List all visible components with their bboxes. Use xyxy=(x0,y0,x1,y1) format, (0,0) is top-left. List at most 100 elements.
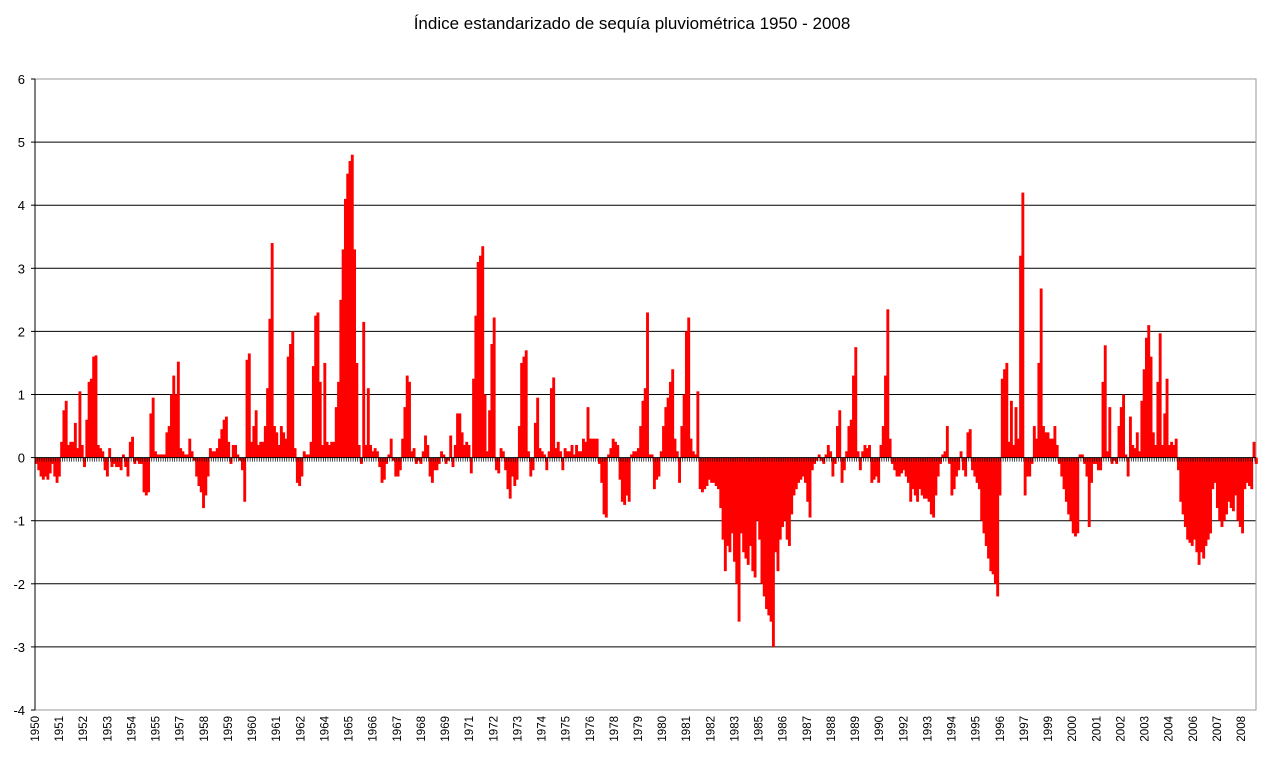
bar xyxy=(220,429,224,458)
bar xyxy=(490,344,494,458)
bar xyxy=(224,416,228,458)
bar xyxy=(691,451,695,458)
bar xyxy=(890,457,894,464)
bar xyxy=(479,255,482,458)
x-tick-label: 1967 xyxy=(392,716,404,742)
bar xyxy=(1163,413,1167,458)
bar xyxy=(1101,381,1105,458)
bar xyxy=(678,457,681,483)
bar xyxy=(1007,441,1011,458)
bar xyxy=(906,457,910,483)
bar xyxy=(170,394,173,458)
bar xyxy=(1035,438,1039,458)
bar xyxy=(419,457,423,464)
bar xyxy=(96,444,100,458)
bar xyxy=(382,457,386,480)
x-tick-label: 1992 xyxy=(898,716,910,742)
bar xyxy=(1188,457,1192,543)
bar xyxy=(1234,457,1238,496)
bar xyxy=(435,457,439,471)
x-tick-label: 2008 xyxy=(1236,716,1248,742)
bar xyxy=(302,451,306,458)
bar xyxy=(181,451,185,458)
bar xyxy=(497,457,501,474)
bar xyxy=(206,457,210,477)
bar xyxy=(689,438,693,458)
bar xyxy=(87,381,91,458)
bar xyxy=(64,400,68,458)
bar xyxy=(414,457,418,464)
bar xyxy=(85,419,89,458)
bar xyxy=(417,457,421,461)
bar xyxy=(888,438,892,458)
bar xyxy=(682,394,686,458)
bar xyxy=(282,432,286,458)
bar xyxy=(362,321,366,458)
bar xyxy=(213,451,217,458)
bar xyxy=(279,426,283,458)
bar xyxy=(698,457,702,490)
bar xyxy=(565,451,569,458)
bar xyxy=(746,457,750,565)
bar xyxy=(462,444,466,458)
bar xyxy=(913,457,917,496)
bar xyxy=(513,457,517,486)
x-tick-label: 1973 xyxy=(512,716,524,742)
bar xyxy=(618,457,622,480)
bar xyxy=(103,457,107,471)
bar xyxy=(286,356,290,458)
bar xyxy=(1151,432,1155,458)
bar xyxy=(268,318,272,458)
bar xyxy=(577,451,581,458)
bar xyxy=(1074,457,1077,537)
bar xyxy=(373,448,377,458)
bar xyxy=(799,457,803,480)
bar xyxy=(794,457,798,490)
bar xyxy=(1103,345,1107,458)
x-tick-label: 2007 xyxy=(1212,716,1224,742)
bar xyxy=(792,457,796,496)
bar xyxy=(572,454,576,458)
bar xyxy=(398,457,402,471)
bar xyxy=(1145,337,1148,458)
bar xyxy=(547,451,551,458)
bar xyxy=(71,441,75,458)
bar xyxy=(1071,457,1075,534)
bar xyxy=(433,457,437,471)
bar xyxy=(453,444,457,458)
bar xyxy=(53,457,57,477)
bar xyxy=(941,454,945,458)
bar xyxy=(334,407,338,458)
bar xyxy=(609,448,613,458)
bar xyxy=(167,426,171,458)
bar xyxy=(428,457,432,477)
bar xyxy=(684,331,688,458)
bar xyxy=(664,407,668,458)
bar xyxy=(314,315,318,458)
bar xyxy=(870,457,874,483)
bar xyxy=(943,451,947,458)
bar xyxy=(236,454,240,458)
bar xyxy=(625,457,629,496)
bar xyxy=(710,457,714,483)
bar xyxy=(1243,457,1247,490)
bar xyxy=(522,356,526,458)
bar xyxy=(504,457,508,471)
bar xyxy=(815,457,819,461)
bar xyxy=(275,432,279,458)
bar xyxy=(744,457,748,559)
bar xyxy=(343,198,347,458)
bar xyxy=(1138,451,1142,458)
bar xyxy=(396,457,400,477)
bar xyxy=(277,444,281,458)
bar xyxy=(1170,441,1174,458)
bar xyxy=(442,454,446,458)
bar xyxy=(238,457,242,461)
x-tick-label: 2006 xyxy=(1188,716,1200,742)
bar xyxy=(1179,457,1183,502)
bar xyxy=(467,444,471,458)
x-tick-label: 1994 xyxy=(947,715,959,741)
bar xyxy=(1147,325,1151,458)
bar xyxy=(643,388,647,458)
bar xyxy=(904,457,908,477)
